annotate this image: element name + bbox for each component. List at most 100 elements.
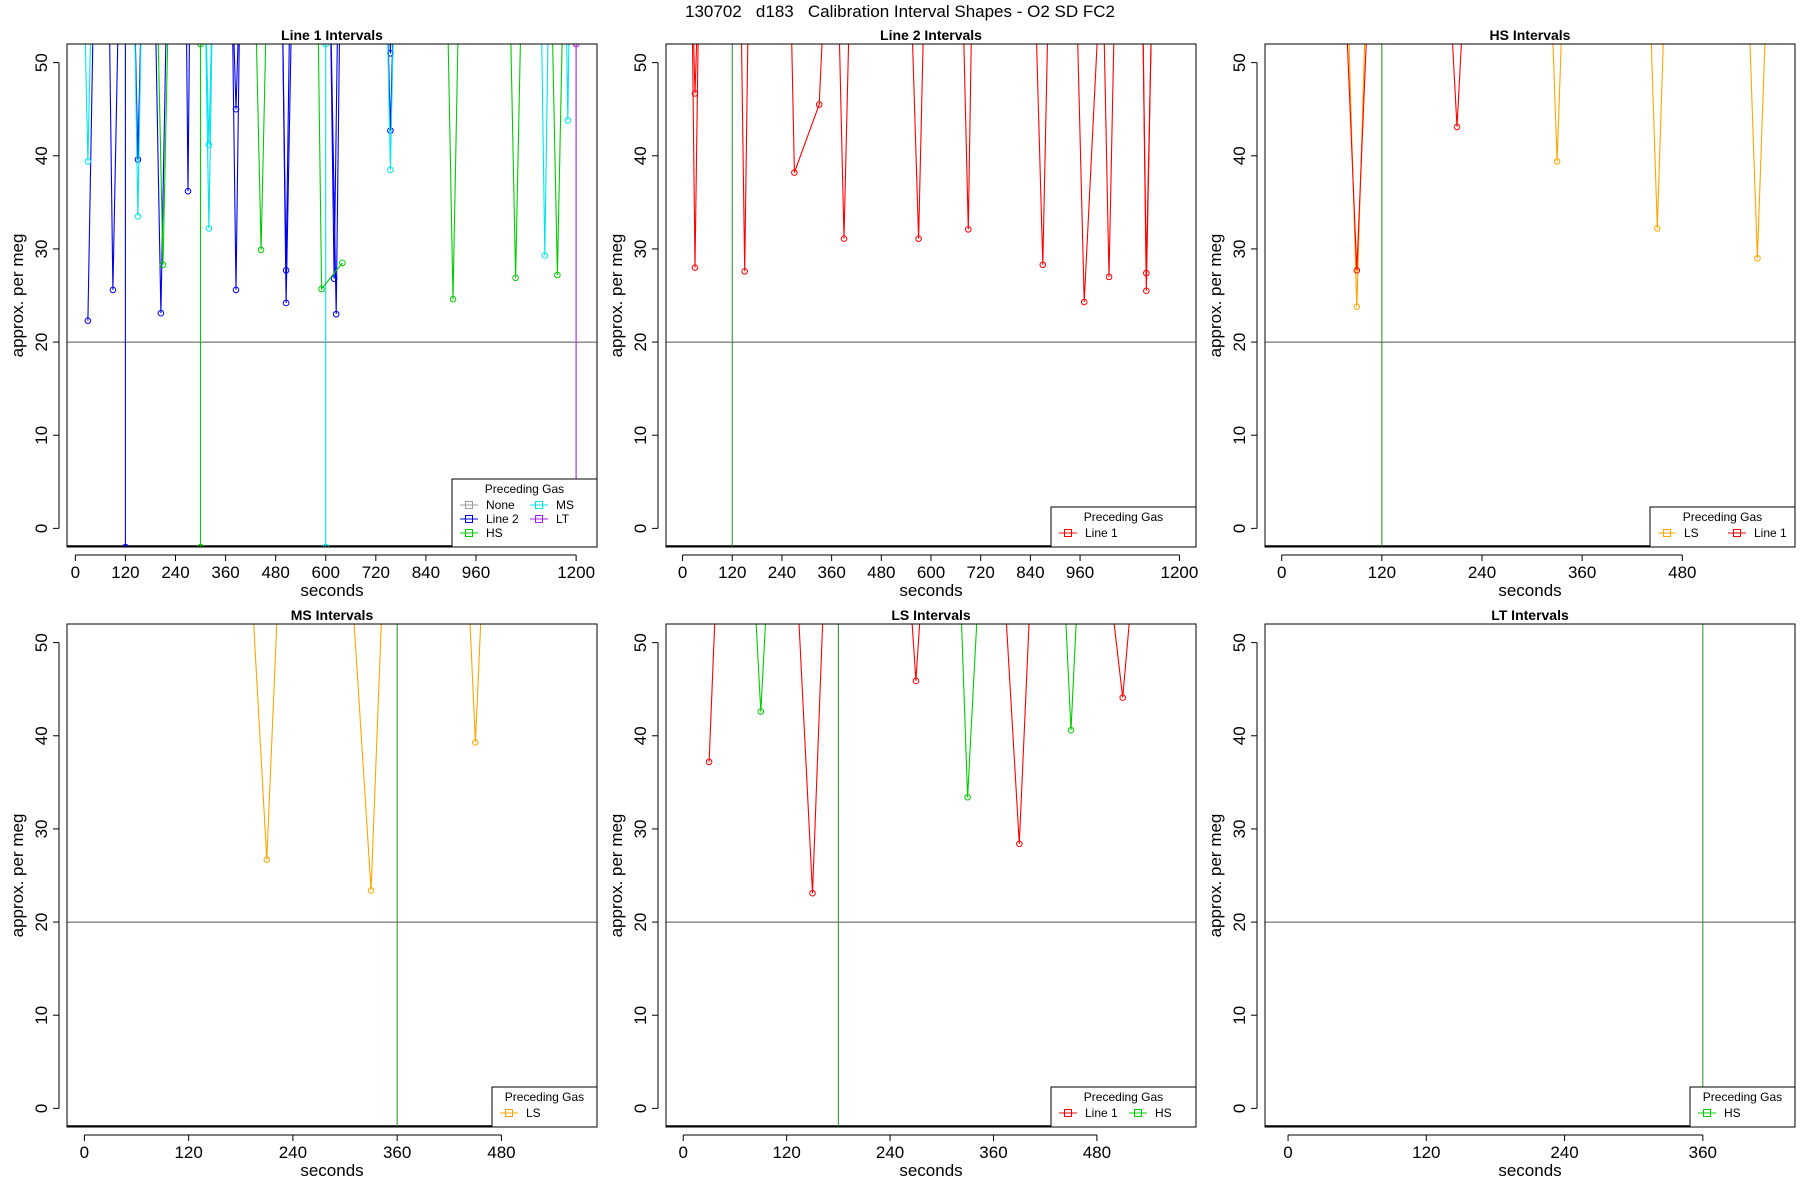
x-tick-label: 480 — [487, 1143, 515, 1162]
y-tick-label: 10 — [32, 426, 51, 445]
series-line-2 — [84, 44, 394, 547]
y-axis: 0 10 20 30 40 50 approx. per meg — [1206, 633, 1258, 1113]
legend-label: MS — [556, 498, 574, 512]
data-point — [741, 267, 748, 275]
series-ls — [253, 624, 482, 894]
series-line — [1065, 624, 1077, 731]
x-tick-label: 0 — [678, 563, 687, 582]
legend-entry: Line 1 — [1059, 1106, 1118, 1120]
series-line — [1552, 44, 1562, 162]
plot-frame — [66, 623, 598, 1128]
y-tick-label: 50 — [1230, 633, 1249, 652]
legend-entry: HS — [460, 526, 503, 540]
data-point — [1016, 840, 1023, 848]
legend-label: HS — [1155, 1106, 1172, 1120]
legend-entry: MS — [530, 498, 574, 512]
data-point — [840, 235, 848, 242]
x-tick-label: 120 — [718, 563, 746, 582]
series-line — [510, 44, 521, 278]
legend-entry: Line 2 — [460, 512, 519, 526]
x-axis: 0 120 240 360 480 600 720 840 960 1200 seconds — [678, 554, 1199, 600]
series-line — [134, 44, 142, 160]
legend-swatch-mark — [1064, 529, 1072, 537]
y-axis: 0 10 20 30 40 50 approx. per meg — [607, 633, 659, 1113]
y-tick-label: 30 — [32, 239, 51, 258]
panel-title: Line 2 Intervals — [880, 27, 982, 43]
y-tick-label: 40 — [1230, 146, 1249, 165]
data-point — [318, 285, 325, 293]
y-axis: 0 10 20 30 40 50 approx. per meg — [8, 53, 60, 533]
legend: Preceding Gas LS Line 1 — [1649, 506, 1796, 548]
y-axis-label: approx. per meg — [1206, 814, 1225, 938]
plot-frame — [665, 623, 1197, 1128]
series-line — [755, 624, 766, 712]
data-point — [554, 271, 561, 279]
chart-panel-2: Line 2 Intervals 0 120 240 360 480 600 720 840 96… — [607, 27, 1199, 600]
legend-label: Line 1 — [1754, 526, 1787, 540]
series-line — [961, 624, 978, 798]
data-point — [84, 317, 92, 324]
legend-title: Preceding Gas — [1084, 1090, 1163, 1104]
x-axis: 0 120 240 360 480 seconds — [1277, 554, 1697, 600]
series-line — [387, 44, 394, 131]
panel-title: Line 1 Intervals — [281, 27, 383, 43]
x-tick-label: 120 — [111, 563, 139, 582]
x-axis: 0 120 240 360 480 seconds — [679, 1134, 1111, 1180]
legend-box — [1689, 1086, 1796, 1128]
data-point — [691, 264, 699, 271]
x-tick-label: 960 — [1066, 563, 1094, 582]
data-point — [815, 101, 823, 108]
data-point — [134, 156, 142, 163]
x-tick-label: 120 — [1368, 563, 1396, 582]
legend-box — [1649, 506, 1796, 548]
series-line — [1142, 44, 1152, 274]
series-line — [1348, 44, 1366, 307]
series-line — [389, 44, 392, 54]
series-line — [353, 624, 382, 891]
series-line — [134, 44, 142, 217]
y-tick-label: 10 — [631, 426, 650, 445]
series-line — [552, 44, 563, 276]
y-axis-label: approx. per meg — [607, 814, 626, 938]
data-point — [564, 117, 572, 124]
chart-panel-6: LT Intervals 0 120 240 360 seconds 0 10 20 30 40 50… — [1206, 607, 1796, 1180]
legend-swatch-mark — [535, 515, 543, 523]
series-hs — [755, 624, 1077, 801]
x-tick-label: 120 — [1412, 1143, 1440, 1162]
x-tick-label: 240 — [1468, 563, 1496, 582]
legend-label: HS — [1724, 1106, 1741, 1120]
y-axis: 0 10 20 30 40 50 approx. per meg — [607, 53, 659, 533]
legend: Preceding Gas None MS Line 2 LT HS — [451, 478, 598, 548]
legend-swatch-mark — [1663, 529, 1671, 537]
x-tick-label: 120 — [772, 1143, 800, 1162]
data-point — [1353, 303, 1361, 310]
data-point — [257, 246, 265, 254]
legend-label: LT — [556, 512, 570, 526]
legend-label: HS — [486, 526, 503, 540]
y-tick-label: 40 — [1230, 726, 1249, 745]
y-tick-label: 10 — [32, 1006, 51, 1025]
plot-area — [67, 44, 597, 547]
y-tick-label: 0 — [1230, 1104, 1249, 1113]
x-tick-label: 360 — [979, 1143, 1007, 1162]
data-point — [387, 127, 394, 134]
x-tick-label: 1200 — [1161, 563, 1199, 582]
chart-panel-3: HS Intervals 0 120 240 360 480 seconds 0 10 20 30 4… — [1206, 27, 1796, 600]
series-line — [791, 44, 823, 173]
data-point — [282, 299, 290, 307]
y-tick-label: 20 — [32, 333, 51, 352]
x-axis: 0 120 240 360 480 600 720 840 960 1200 seconds — [71, 554, 595, 600]
series-line — [447, 44, 459, 300]
x-tick-label: 360 — [1689, 1143, 1717, 1162]
chart-panel-4: MS Intervals 0 120 240 360 480 seconds 0 10 20 30 4… — [8, 607, 598, 1180]
legend: Preceding Gas LS — [491, 1086, 598, 1128]
legend-entry: LT — [530, 512, 570, 526]
x-tick-label: 720 — [362, 563, 390, 582]
y-axis-label: approx. per meg — [1206, 234, 1225, 358]
data-point — [1143, 287, 1150, 295]
x-tick-label: 120 — [174, 1143, 202, 1162]
y-tick-label: 30 — [631, 819, 650, 838]
x-tick-label: 480 — [261, 563, 289, 582]
series-line — [691, 44, 699, 268]
series-line — [911, 624, 921, 681]
